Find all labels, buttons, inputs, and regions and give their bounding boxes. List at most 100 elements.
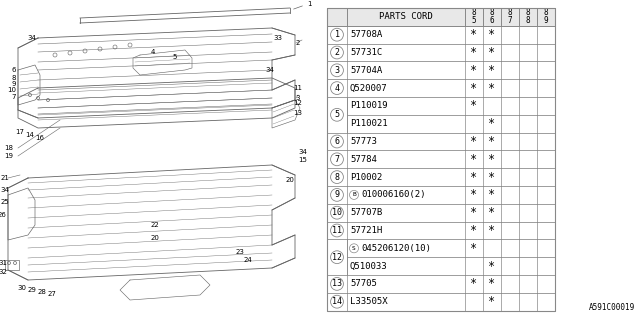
Text: *: * bbox=[488, 260, 495, 273]
Text: 20: 20 bbox=[150, 235, 159, 241]
Text: *: * bbox=[470, 188, 477, 201]
Text: 8: 8 bbox=[544, 9, 548, 18]
Bar bbox=[327, 239, 347, 275]
Text: 7: 7 bbox=[335, 155, 339, 164]
Text: 2: 2 bbox=[296, 40, 300, 46]
Text: 32: 32 bbox=[0, 269, 8, 275]
Text: 57704A: 57704A bbox=[350, 66, 382, 75]
Text: L33505X: L33505X bbox=[350, 297, 388, 306]
Bar bbox=[5, 260, 19, 270]
Text: *: * bbox=[470, 224, 477, 237]
Text: *: * bbox=[488, 224, 495, 237]
Text: *: * bbox=[470, 277, 477, 291]
Text: 8: 8 bbox=[472, 9, 476, 18]
Text: 7: 7 bbox=[508, 16, 512, 25]
Text: *: * bbox=[488, 82, 495, 95]
Text: *: * bbox=[470, 64, 477, 77]
Text: 3: 3 bbox=[335, 66, 339, 75]
Text: 15: 15 bbox=[298, 157, 307, 163]
Text: 5: 5 bbox=[472, 16, 476, 25]
Text: 4: 4 bbox=[335, 84, 339, 92]
Text: 28: 28 bbox=[38, 289, 47, 295]
Text: 1: 1 bbox=[307, 1, 312, 7]
Text: 34: 34 bbox=[298, 149, 307, 155]
Bar bbox=[347, 97, 555, 115]
Text: 17: 17 bbox=[15, 129, 24, 135]
Text: *: * bbox=[470, 100, 477, 112]
Text: 4: 4 bbox=[151, 49, 155, 55]
Bar bbox=[327, 8, 555, 26]
Bar bbox=[347, 239, 555, 257]
Text: *: * bbox=[488, 295, 495, 308]
Text: S: S bbox=[352, 246, 356, 251]
Bar bbox=[327, 293, 555, 311]
Bar bbox=[327, 204, 555, 222]
Text: 57705: 57705 bbox=[350, 279, 377, 288]
Bar bbox=[327, 97, 347, 132]
Text: 57773: 57773 bbox=[350, 137, 377, 146]
Text: B: B bbox=[352, 192, 356, 197]
Bar bbox=[327, 222, 555, 239]
Text: *: * bbox=[470, 28, 477, 41]
Text: Q520007: Q520007 bbox=[350, 84, 388, 92]
Text: 26: 26 bbox=[0, 212, 6, 218]
Bar bbox=[347, 115, 555, 132]
Text: *: * bbox=[488, 206, 495, 219]
Bar bbox=[327, 61, 555, 79]
Text: 7: 7 bbox=[12, 94, 16, 100]
Text: *: * bbox=[470, 153, 477, 166]
Text: 21: 21 bbox=[1, 175, 10, 181]
Text: 57707B: 57707B bbox=[350, 208, 382, 217]
Bar bbox=[327, 132, 555, 150]
Text: *: * bbox=[488, 64, 495, 77]
Text: P110021: P110021 bbox=[350, 119, 388, 128]
Text: 9: 9 bbox=[12, 81, 16, 87]
Text: 6: 6 bbox=[12, 67, 16, 73]
Text: 6: 6 bbox=[335, 137, 339, 146]
Bar bbox=[327, 186, 555, 204]
Text: 25: 25 bbox=[1, 199, 10, 205]
Text: 8: 8 bbox=[335, 172, 339, 182]
Bar bbox=[327, 79, 555, 97]
Text: 010006160(2): 010006160(2) bbox=[361, 190, 426, 199]
Text: P110019: P110019 bbox=[350, 101, 388, 110]
Bar bbox=[327, 168, 555, 186]
Text: 8: 8 bbox=[508, 9, 512, 18]
Text: 30: 30 bbox=[17, 285, 26, 291]
Text: 34: 34 bbox=[1, 187, 10, 193]
Text: 5: 5 bbox=[335, 110, 339, 119]
Text: 16: 16 bbox=[35, 135, 45, 141]
Text: PARTS CORD: PARTS CORD bbox=[379, 12, 433, 21]
Text: 6: 6 bbox=[490, 16, 494, 25]
Bar bbox=[327, 150, 555, 168]
Text: *: * bbox=[470, 82, 477, 95]
Text: 11: 11 bbox=[332, 226, 342, 235]
Text: *: * bbox=[470, 135, 477, 148]
Text: *: * bbox=[488, 28, 495, 41]
Text: 19: 19 bbox=[4, 153, 13, 159]
Text: *: * bbox=[488, 46, 495, 59]
Text: 27: 27 bbox=[47, 291, 56, 297]
Bar bbox=[347, 257, 555, 275]
Text: *: * bbox=[488, 117, 495, 130]
Text: 57708A: 57708A bbox=[350, 30, 382, 39]
Text: 3: 3 bbox=[296, 95, 300, 101]
Text: *: * bbox=[470, 242, 477, 255]
Text: 57784: 57784 bbox=[350, 155, 377, 164]
Text: 13: 13 bbox=[294, 110, 303, 116]
Text: 14: 14 bbox=[332, 297, 342, 306]
Text: 9: 9 bbox=[544, 16, 548, 25]
Text: 10: 10 bbox=[8, 87, 17, 93]
Text: 13: 13 bbox=[332, 279, 342, 288]
Text: 23: 23 bbox=[236, 249, 244, 255]
Text: 8: 8 bbox=[525, 16, 531, 25]
Text: A591C00019: A591C00019 bbox=[589, 303, 635, 312]
Text: 8: 8 bbox=[525, 9, 531, 18]
Text: 31: 31 bbox=[0, 260, 8, 266]
Text: 29: 29 bbox=[28, 287, 36, 293]
Text: Q510033: Q510033 bbox=[350, 262, 388, 271]
Text: 5: 5 bbox=[173, 54, 177, 60]
Text: 8: 8 bbox=[12, 75, 16, 81]
Text: *: * bbox=[488, 153, 495, 166]
Text: 12: 12 bbox=[332, 253, 342, 262]
